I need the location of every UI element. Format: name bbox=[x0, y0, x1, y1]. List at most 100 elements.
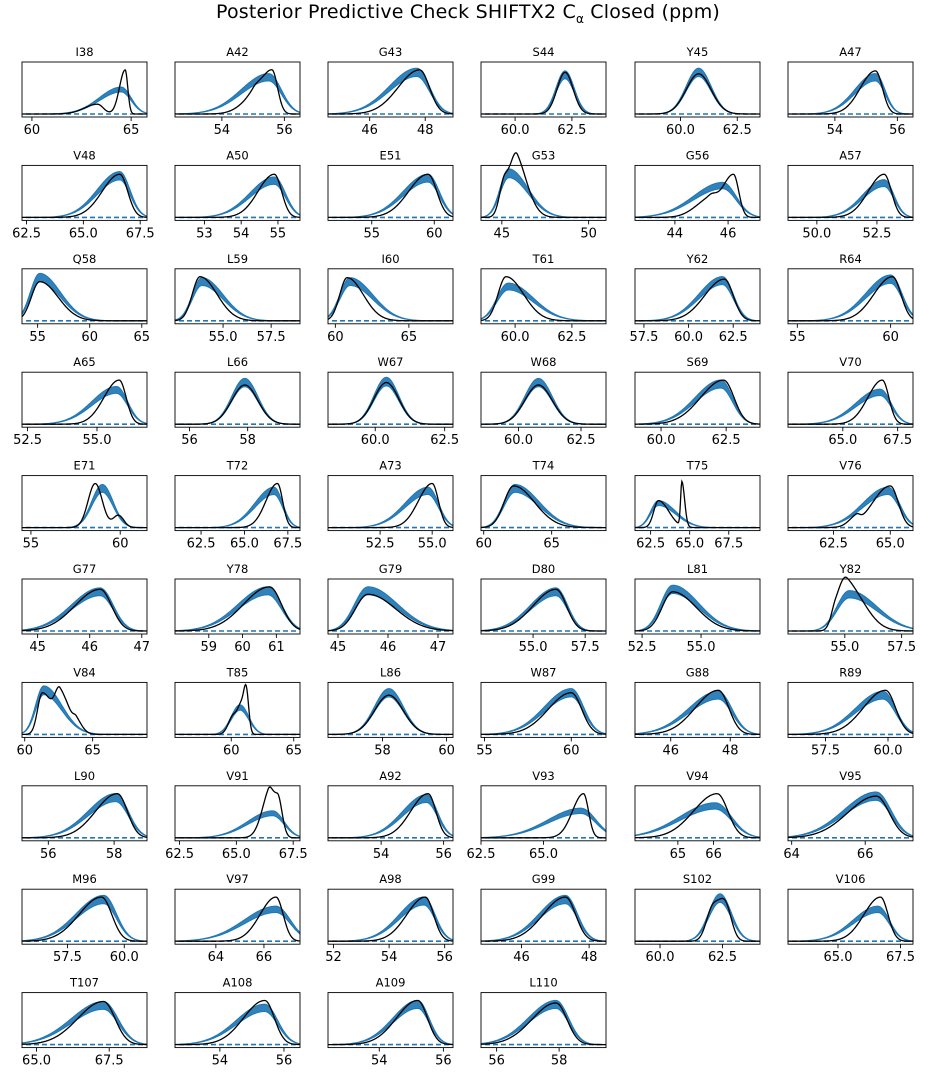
x-tick-label: 45 bbox=[29, 640, 46, 655]
predictive-band bbox=[788, 590, 914, 632]
x-tick-label: 66 bbox=[256, 950, 273, 965]
x-tick-label: 60.0 bbox=[647, 433, 676, 448]
observed-density bbox=[328, 999, 454, 1046]
panel-title: V84 bbox=[73, 665, 96, 679]
x-tick-label: 60 bbox=[223, 743, 240, 758]
x-tick-label: 55.0 bbox=[418, 537, 447, 552]
x-tick-label: 54 bbox=[214, 123, 231, 138]
axes-frame bbox=[327, 164, 454, 221]
observed-density bbox=[788, 276, 914, 322]
panel-title: V48 bbox=[73, 148, 96, 162]
observed-density bbox=[175, 896, 301, 942]
axes-frame bbox=[634, 371, 761, 428]
predictive-band bbox=[481, 377, 606, 425]
panel-title: Y78 bbox=[226, 562, 249, 576]
x-tick-label: 55 bbox=[23, 537, 40, 552]
panel-title: L66 bbox=[227, 355, 248, 369]
panel-title: L90 bbox=[74, 769, 95, 783]
axes-frame bbox=[21, 475, 148, 532]
panel-title: Y62 bbox=[686, 252, 709, 266]
x-tick-label: 60.0 bbox=[874, 743, 903, 758]
x-tick-label: 50 bbox=[580, 226, 597, 241]
x-tick-label: 62.5 bbox=[719, 330, 748, 345]
axes-frame bbox=[174, 888, 301, 945]
axes-frame bbox=[634, 164, 761, 221]
panel-title: E71 bbox=[74, 459, 96, 473]
panel-v91: V91 62.5 65.0 67.5 bbox=[165, 769, 308, 862]
axes-frame bbox=[634, 888, 761, 945]
x-tick-label: 62.5 bbox=[723, 123, 752, 138]
panel-i38: I38 60 65 bbox=[21, 45, 148, 138]
x-tick-label: 60 bbox=[475, 537, 492, 552]
predictive-band bbox=[787, 73, 914, 115]
x-tick-label: 64 bbox=[208, 950, 225, 965]
panel-title: V91 bbox=[226, 769, 249, 783]
x-tick-label: 60.0 bbox=[501, 123, 530, 138]
figure-title-suffix: Closed (ppm) bbox=[584, 1, 721, 23]
panel-v94: V94 65 66 bbox=[634, 769, 761, 862]
panel-a47: A47 54 56 bbox=[787, 45, 914, 138]
axes-frame bbox=[327, 61, 454, 118]
x-tick-label: 67.5 bbox=[714, 537, 743, 552]
panel-title: E51 bbox=[380, 148, 402, 162]
panel-title: A50 bbox=[226, 148, 249, 162]
observed-density bbox=[634, 591, 760, 632]
panel-y82: Y82 55.0 57.5 bbox=[787, 562, 916, 655]
panel-title: T61 bbox=[532, 252, 555, 266]
observed-density bbox=[788, 896, 914, 942]
panel-g77: G77 45 46 47 bbox=[21, 562, 150, 655]
panel-title: A47 bbox=[839, 45, 862, 59]
panel-title: G43 bbox=[379, 45, 403, 59]
predictive-band bbox=[480, 483, 607, 529]
panel-v97: V97 64 66 bbox=[174, 872, 301, 965]
panel-v84: V84 60 65 bbox=[16, 665, 148, 758]
predictive-band bbox=[174, 73, 301, 115]
panel-title: S44 bbox=[533, 45, 555, 59]
panel-title: T85 bbox=[226, 665, 249, 679]
x-tick-label: 54 bbox=[827, 123, 844, 138]
axes-frame bbox=[480, 371, 607, 428]
panel-title: V106 bbox=[836, 872, 866, 886]
observed-density bbox=[21, 686, 147, 736]
x-tick-label: 65.0 bbox=[69, 226, 98, 241]
x-tick-label: 57.5 bbox=[811, 743, 840, 758]
observed-density bbox=[21, 588, 147, 632]
x-tick-label: 46 bbox=[513, 950, 530, 965]
x-tick-label: 65 bbox=[134, 330, 151, 345]
x-tick-label: 60.0 bbox=[646, 950, 675, 965]
x-tick-label: 56 bbox=[276, 123, 293, 138]
axes-frame bbox=[787, 475, 914, 532]
predictive-band bbox=[21, 587, 148, 632]
panel-title: V94 bbox=[686, 769, 709, 783]
x-tick-label: 64 bbox=[783, 847, 800, 862]
axes-frame bbox=[480, 268, 607, 325]
axes-frame bbox=[174, 61, 301, 118]
panel-title: G88 bbox=[686, 665, 710, 679]
panel-v48: V48 62.5 65.0 67.5 bbox=[12, 148, 155, 241]
x-tick-label: 46 bbox=[81, 640, 98, 655]
panel-title: Q58 bbox=[73, 252, 97, 266]
observed-density bbox=[788, 379, 913, 425]
axes-frame bbox=[480, 681, 607, 738]
observed-density bbox=[481, 692, 607, 736]
axes-frame bbox=[480, 992, 607, 1049]
panel-w67: W67 60.0 62.5 bbox=[327, 355, 459, 448]
panel-v106: V106 65.0 67.5 bbox=[787, 872, 915, 965]
panel-t74: T74 60 65 bbox=[475, 459, 607, 552]
x-tick-label: 62.5 bbox=[712, 433, 741, 448]
panel-title: S69 bbox=[687, 355, 709, 369]
x-tick-label: 60.0 bbox=[504, 433, 533, 448]
x-tick-label: 56 bbox=[889, 123, 906, 138]
axes-frame bbox=[21, 268, 148, 325]
x-tick-label: 48 bbox=[722, 743, 739, 758]
panel-w87: W87 55 60 bbox=[476, 665, 607, 758]
predictive-band bbox=[174, 586, 301, 632]
x-tick-label: 62.5 bbox=[187, 537, 216, 552]
observed-density bbox=[328, 694, 453, 736]
panel-title: A98 bbox=[379, 872, 402, 886]
x-tick-label: 60 bbox=[24, 123, 41, 138]
x-tick-label: 65.0 bbox=[222, 847, 251, 862]
predictive-band bbox=[22, 483, 147, 529]
panel-t85: T85 60 65 bbox=[174, 665, 302, 758]
observed-density bbox=[327, 277, 453, 322]
